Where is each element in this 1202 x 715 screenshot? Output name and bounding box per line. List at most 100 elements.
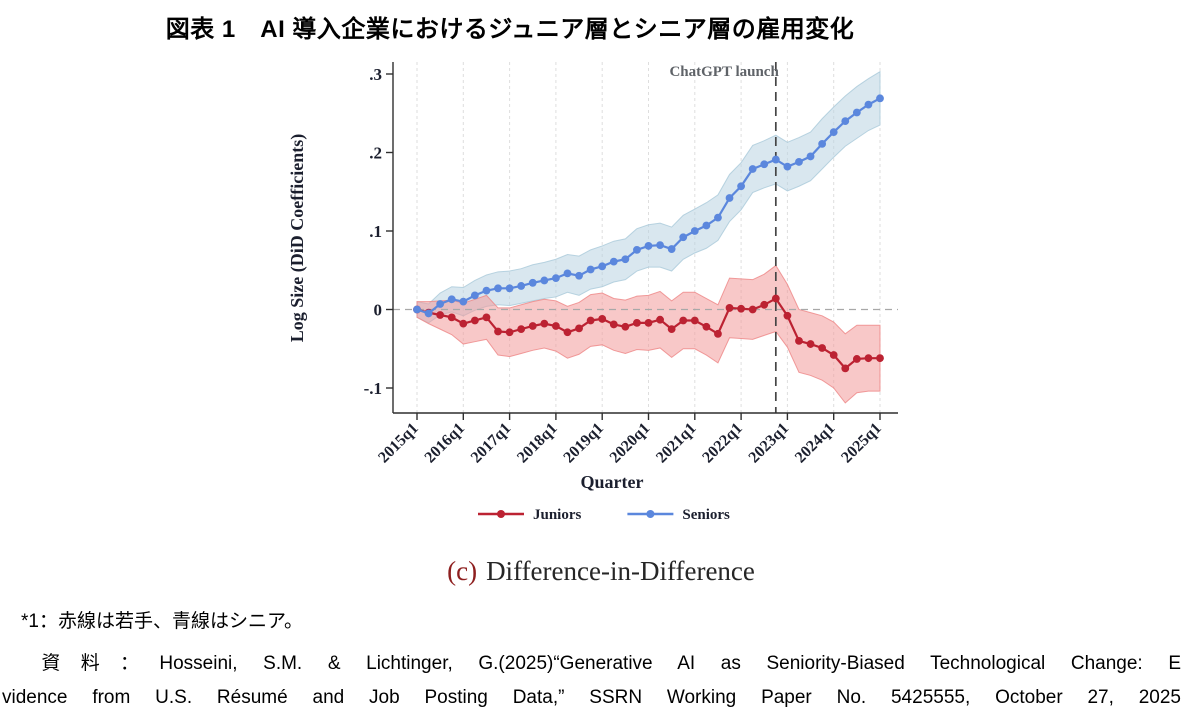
seniors-data-point (505, 284, 514, 293)
y-tick-label: .1 (369, 222, 382, 241)
juniors-data-point (494, 327, 502, 336)
seniors-data-point (864, 100, 873, 109)
juniors-data-point (818, 344, 827, 352)
seniors-data-point (459, 297, 468, 306)
juniors-data-point (679, 316, 688, 325)
juniors-data-point (482, 313, 491, 322)
seniors-data-point (818, 139, 827, 148)
juniors-data-point (540, 319, 549, 328)
juniors-data-point (436, 311, 445, 319)
y-tick-label: -.1 (364, 379, 382, 398)
seniors-data-point (702, 221, 711, 230)
footnotes: *1：赤線は若手、青線はシニア。 資料：Hosseini, S.M. & Lic… (0, 608, 1202, 715)
juniors-data-point (714, 329, 722, 338)
footnote-legend-note: *1：赤線は若手、青線はシニア。 (21, 611, 304, 632)
juniors-data-point (528, 322, 537, 330)
x-tick-label: 2015q1 (375, 420, 422, 467)
juniors-data-point (609, 320, 618, 329)
y-axis-title: Log Size (DiD Coefficients) (287, 134, 308, 342)
juniors-data-point (829, 351, 838, 359)
did-chart-svg: ChatGPT launch -.1 0 .1 .2 .3 2015q1 2016q1 2017… (287, 62, 898, 523)
seniors-data-point (528, 278, 537, 287)
seniors-data-point (517, 282, 526, 290)
y-tick-label: .3 (369, 65, 382, 84)
x-tick-label: 2017q1 (468, 420, 515, 467)
legend-marker (646, 510, 655, 518)
seniors-data-point (852, 108, 861, 117)
seniors-confidence-band (416, 70, 881, 324)
juniors-data-point (586, 316, 595, 325)
seniors-data-point (586, 265, 595, 274)
juniors-data-point (795, 337, 803, 345)
event-annotation: ChatGPT launch (669, 64, 779, 80)
seniors-data-point (633, 245, 641, 254)
seniors-data-point (795, 158, 803, 166)
seniors-data-point (621, 255, 630, 264)
juniors-data-point (841, 364, 850, 373)
seniors-data-point (760, 160, 769, 169)
seniors-data-point (494, 284, 502, 293)
juniors-data-point (563, 328, 572, 337)
juniors-data-point (760, 300, 769, 309)
x-tick-label: 2016q1 (422, 420, 469, 467)
seniors-data-point (563, 269, 572, 278)
seniors-data-point (679, 233, 688, 242)
legend-label: Juniors (533, 507, 582, 523)
seniors-data-point (436, 300, 445, 308)
footnote-source-line1: 資料：Hosseini, S.M. & Lichtinger, G.(2025)… (2, 653, 1181, 674)
x-tick-label: 2021q1 (653, 420, 700, 467)
juniors-data-point (876, 354, 884, 363)
seniors-data-point (575, 271, 583, 280)
x-tick-label: 2020q1 (607, 420, 654, 467)
x-tick-label: 2018q1 (514, 420, 561, 467)
seniors-data-point (806, 152, 815, 161)
juniors-data-point (644, 318, 653, 327)
seniors-data-point (841, 117, 850, 125)
seniors-data-point (656, 241, 664, 250)
seniors-data-point (771, 155, 780, 164)
x-tick-label: 2019q1 (560, 420, 607, 467)
juniors-data-point (447, 313, 456, 322)
juniors-data-point (702, 322, 711, 331)
subfigure-caption: (c) Difference-in-Difference (0, 556, 1202, 587)
seniors-data-point (482, 286, 491, 295)
seniors-data-point (690, 227, 699, 235)
juniors-data-point (621, 322, 630, 331)
subfigure-label: (c) (447, 556, 478, 586)
seniors-data-point (447, 295, 456, 304)
footnote-source-line2: vidence from U.S. Résumé and Job Posting… (2, 687, 1181, 708)
seniors-data-point (783, 162, 792, 171)
y-tick-label: .2 (369, 144, 382, 163)
seniors-data-point (737, 182, 745, 191)
x-tick-label: 2023q1 (746, 420, 793, 467)
seniors-data-point (644, 242, 653, 250)
seniors-data-point (470, 291, 479, 300)
legend-marker (497, 510, 505, 518)
juniors-data-point (864, 354, 873, 363)
juniors-data-point (459, 319, 468, 328)
seniors-data-point (725, 194, 734, 202)
juniors-data-point (771, 294, 780, 303)
subfigure-title: Difference-in-Difference (486, 556, 755, 586)
seniors-data-point (667, 245, 676, 253)
juniors-data-point (852, 355, 861, 363)
seniors-data-point (413, 305, 421, 314)
figure-title: 図表 1 AI 導入企業におけるジュニア層とシニア層の雇用変化 (165, 16, 855, 43)
juniors-data-point (667, 325, 676, 334)
legend-label: Seniors (682, 507, 730, 523)
x-axis-title: Quarter (581, 472, 644, 492)
y-tick-label: 0 (374, 301, 383, 320)
seniors-data-point (540, 276, 549, 285)
juniors-data-point (656, 315, 664, 324)
juniors-data-point (575, 324, 583, 333)
seniors-data-point (552, 274, 560, 282)
juniors-data-point (552, 322, 560, 330)
juniors-data-point (725, 304, 734, 312)
did-chart: ChatGPT launch -.1 0 .1 .2 .3 2015q1 2016q1 2017… (282, 55, 938, 555)
juniors-data-point (806, 340, 815, 348)
seniors-data-point (876, 94, 884, 103)
seniors-data-point (598, 262, 607, 271)
seniors-data-point (829, 128, 838, 136)
x-tick-label: 2024q1 (792, 420, 839, 467)
